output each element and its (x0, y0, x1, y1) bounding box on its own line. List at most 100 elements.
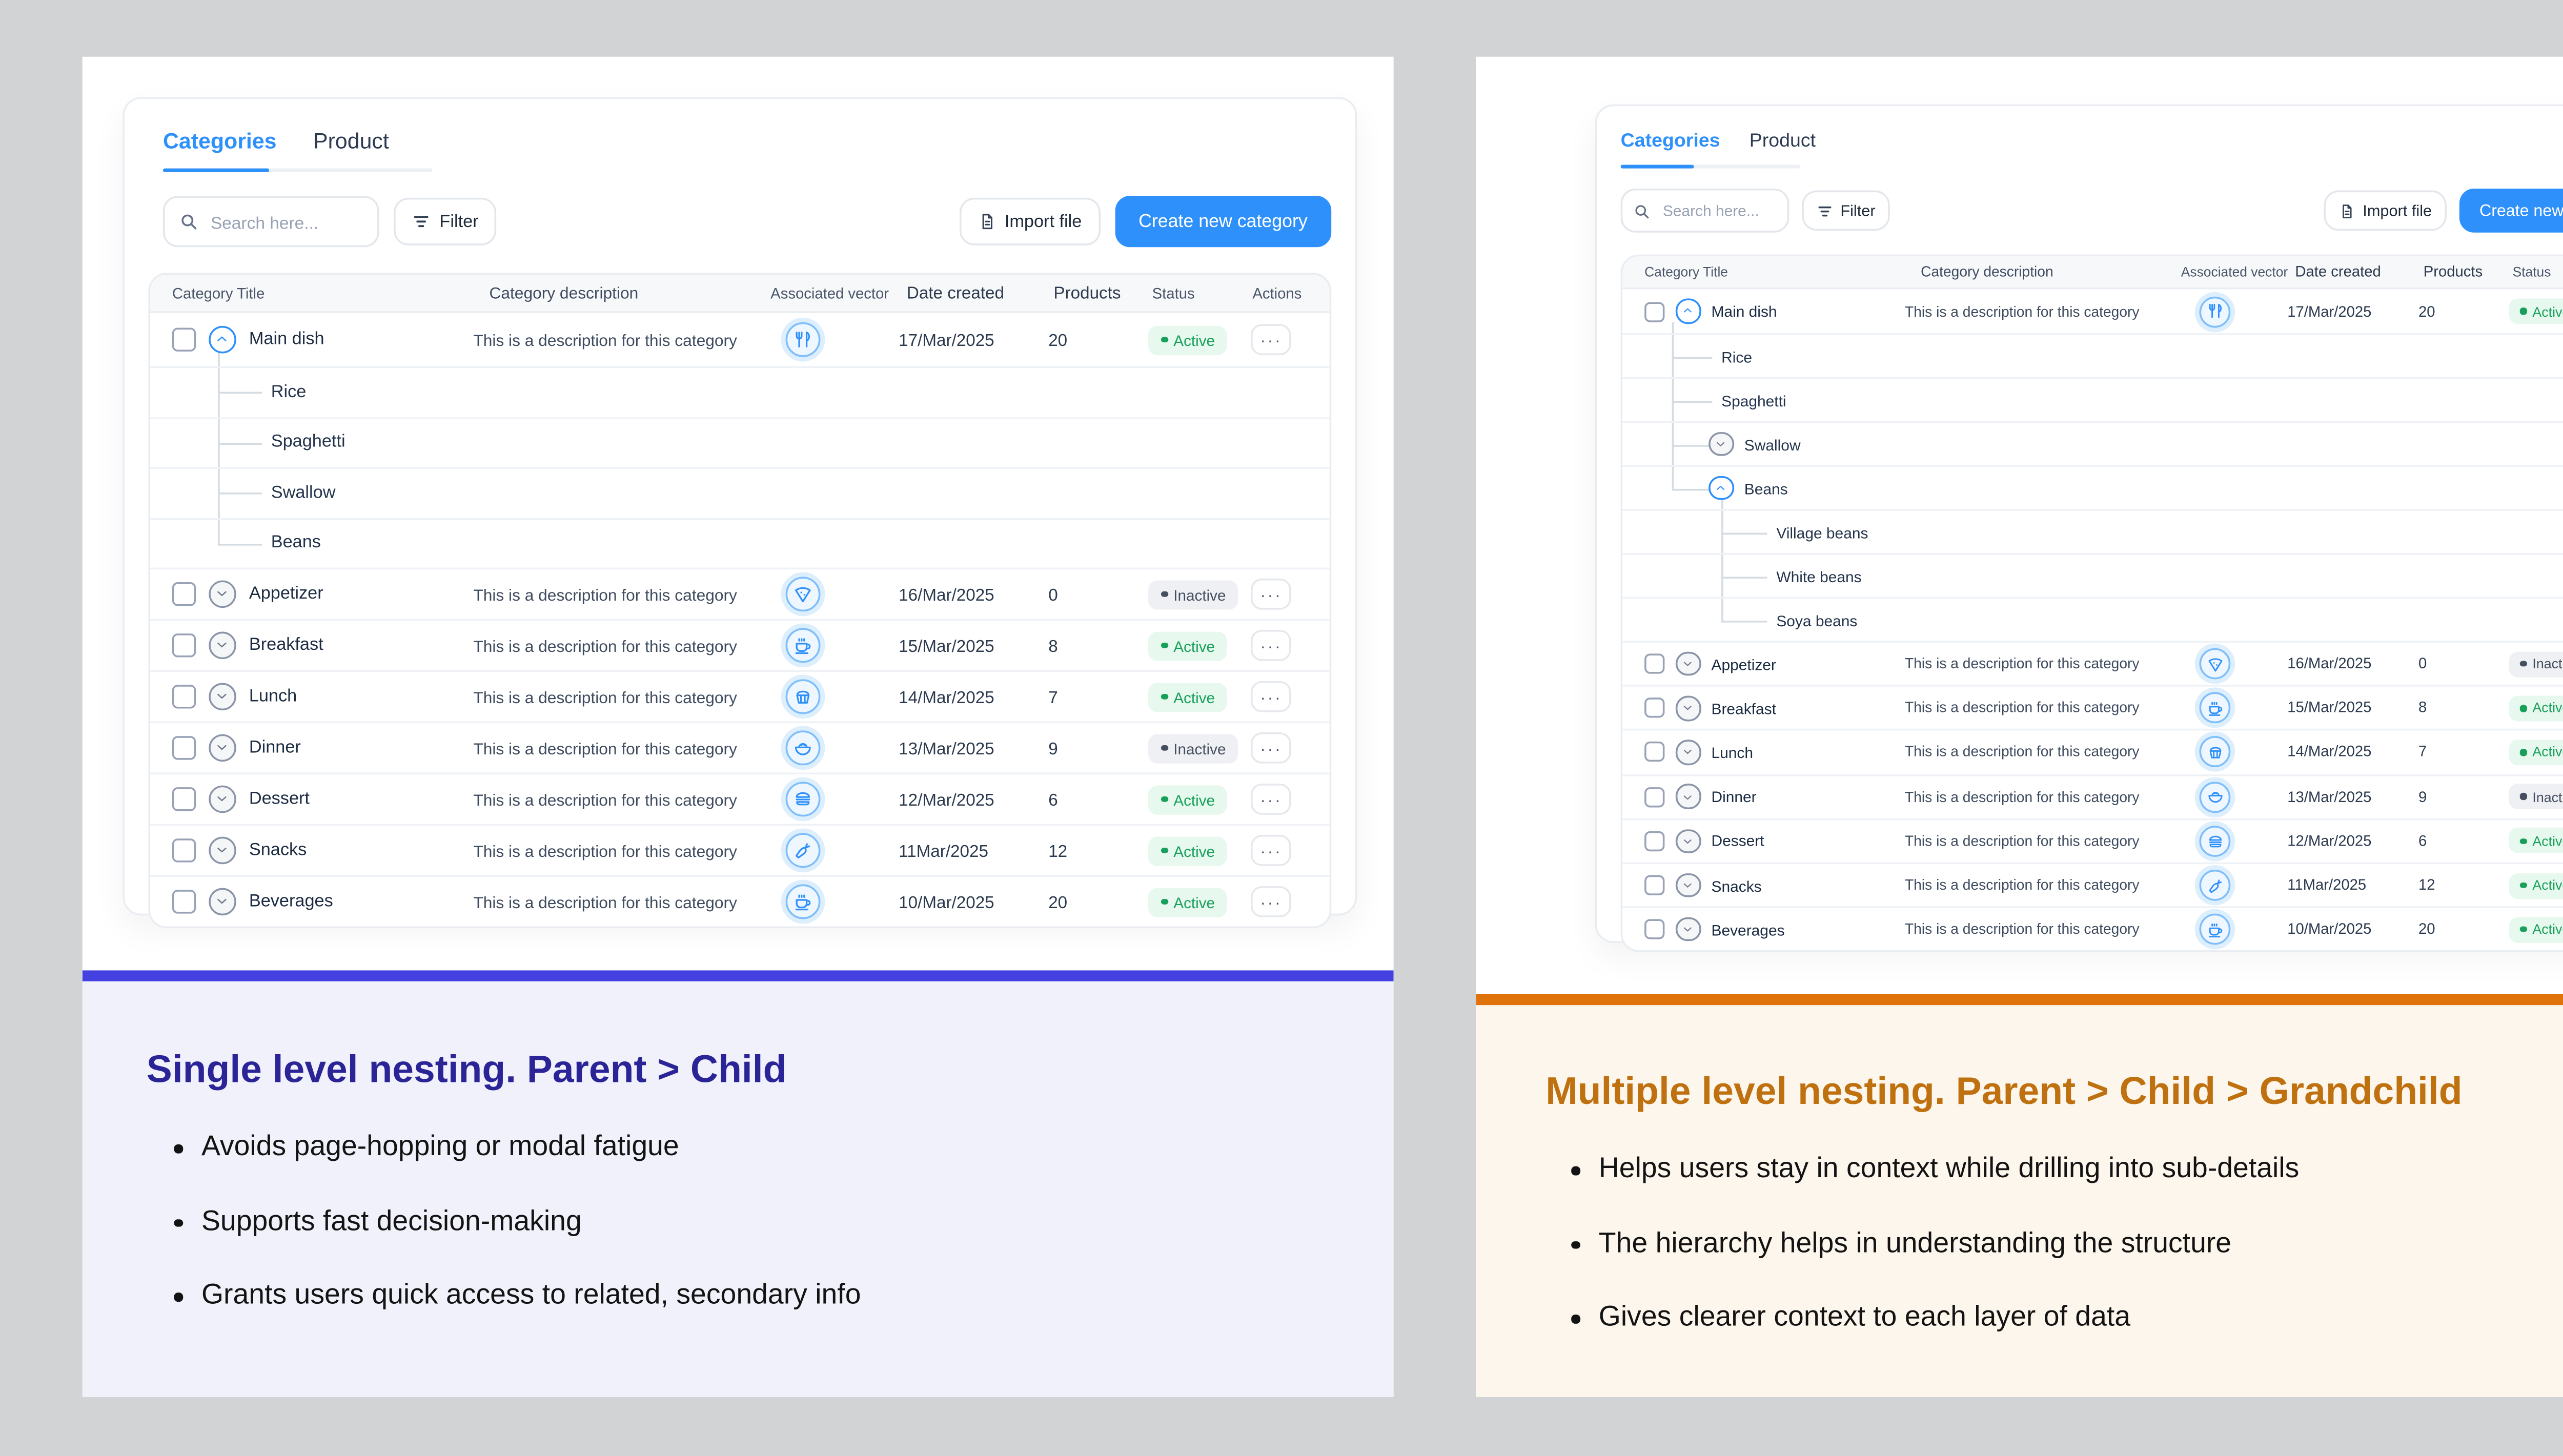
table-row[interactable]: Snacks This is a description for this cat… (150, 826, 1330, 877)
chevron-down-icon[interactable] (208, 836, 236, 865)
checkbox[interactable] (1644, 653, 1665, 674)
bowl-icon (2200, 781, 2231, 812)
table-row[interactable]: Appetizer This is a description for this … (150, 569, 1330, 621)
checkbox[interactable] (172, 633, 195, 657)
chevron-down-icon[interactable] (208, 887, 236, 916)
filter-button[interactable]: Filter (394, 197, 497, 245)
checkbox[interactable] (172, 685, 195, 708)
chevron-down-icon[interactable] (1675, 784, 1701, 809)
row-actions-button[interactable]: ··· (1251, 578, 1292, 610)
checkbox[interactable] (172, 890, 195, 913)
chevron-up-icon[interactable] (1675, 299, 1701, 324)
row-actions-cell (1251, 368, 1330, 417)
table-row[interactable]: Beans (150, 519, 1330, 570)
search-input[interactable] (1659, 199, 1777, 222)
chevron-down-icon[interactable] (1675, 917, 1701, 942)
checkbox[interactable] (1644, 301, 1665, 321)
table-row[interactable]: Dessert This is a description for this ca… (150, 774, 1330, 826)
row-title-cell: Main dish (150, 313, 473, 366)
checkbox[interactable] (1644, 875, 1665, 896)
status-dot (2520, 926, 2527, 933)
row-actions-cell: ··· (1251, 723, 1330, 772)
chevron-down-icon[interactable] (208, 631, 236, 660)
table-row[interactable]: Village beans (1622, 510, 2563, 555)
single-nesting-title: Single level nesting. Parent > Child (146, 1049, 787, 1092)
checkbox[interactable] (172, 328, 195, 352)
search-input[interactable] (207, 210, 363, 234)
checkbox[interactable] (1644, 831, 1665, 851)
table-row[interactable]: Rice (1622, 335, 2563, 379)
table-row[interactable]: Dinner This is a description for this cat… (150, 723, 1330, 775)
row-actions-button[interactable]: ··· (1251, 835, 1292, 866)
chevron-down-icon[interactable] (208, 580, 236, 608)
tab-categories[interactable]: Categories (162, 128, 277, 154)
table-row[interactable]: Breakfast This is a description for this … (1622, 687, 2563, 731)
status-badge: Active (1149, 887, 1228, 917)
table-row[interactable]: Swallow (1622, 423, 2563, 467)
table-row[interactable]: Dessert This is a description for this ca… (1622, 819, 2563, 864)
row-actions-button[interactable]: ··· (1251, 732, 1292, 764)
table-row[interactable]: Spaghetti (1622, 379, 2563, 423)
table-row[interactable]: Snacks This is a description for this cat… (1622, 864, 2563, 909)
table-row[interactable]: Main dish This is a description for this … (150, 313, 1330, 368)
checkbox[interactable] (172, 788, 195, 811)
table-row[interactable]: Lunch This is a description for this cate… (150, 672, 1330, 724)
chevron-down-icon[interactable] (1708, 432, 1734, 457)
tab-product[interactable]: Product (1749, 130, 1816, 152)
checkbox[interactable] (172, 839, 195, 862)
status-badge: Active (1149, 784, 1228, 814)
search-input-wrapper (1620, 188, 1789, 233)
row-date: 16/Mar/2025 (899, 585, 994, 604)
table-row[interactable]: Spaghetti (150, 418, 1330, 469)
chevron-down-icon[interactable] (1675, 695, 1701, 721)
checkbox[interactable] (1644, 786, 1665, 807)
table-row[interactable]: Beverages This is a description for this … (150, 877, 1330, 927)
chevron-down-icon[interactable] (1675, 873, 1701, 898)
col-date-created: Date created (2295, 263, 2381, 280)
chevron-down-icon[interactable] (208, 733, 236, 763)
table-row[interactable]: Beans (1622, 466, 2563, 511)
table-row[interactable]: Rice (150, 368, 1330, 419)
import-file-button[interactable]: Import file (959, 197, 1101, 245)
row-actions-button[interactable]: ··· (1251, 629, 1292, 661)
row-title: Swallow (271, 483, 336, 503)
table-row[interactable]: Main dish This is a description for this … (1622, 289, 2563, 335)
row-status-cell: Inactive (1149, 569, 1251, 619)
chevron-down-icon[interactable] (208, 682, 236, 711)
import-file-button[interactable]: Import file (2324, 190, 2447, 231)
checkbox[interactable] (1644, 742, 1665, 763)
checkbox[interactable] (1644, 919, 1665, 940)
chevron-down-icon[interactable] (1675, 740, 1701, 765)
filter-button[interactable]: Filter (1802, 190, 1890, 231)
table-row[interactable]: Dinner This is a description for this cat… (1622, 775, 2563, 820)
chevron-down-icon[interactable] (1675, 651, 1701, 676)
row-date (899, 519, 1048, 568)
tab-product[interactable]: Product (313, 128, 389, 154)
table-row[interactable]: Breakfast This is a description for this … (150, 621, 1330, 672)
table-row[interactable]: Beverages This is a description for this … (1622, 908, 2563, 951)
import-file-label: Import file (1004, 211, 1082, 232)
row-title-cell: Main dish (1622, 289, 1905, 334)
row-actions-button[interactable]: ··· (1251, 784, 1292, 815)
table-row[interactable]: Soya beans (1622, 599, 2563, 643)
table-row[interactable]: Lunch This is a description for this cate… (1622, 731, 2563, 776)
table-row[interactable]: Swallow (150, 468, 1330, 519)
create-new-category-button[interactable]: Create new category (2459, 188, 2563, 233)
row-description: This is a description for this category (473, 790, 737, 809)
chevron-down-icon[interactable] (208, 785, 236, 814)
row-title: Snacks (249, 840, 307, 861)
row-actions-button[interactable]: ··· (1251, 681, 1292, 712)
chevron-up-icon[interactable] (208, 325, 236, 354)
chevron-up-icon[interactable] (1708, 475, 1734, 501)
row-actions-button[interactable]: ··· (1251, 886, 1292, 917)
chevron-down-icon[interactable] (1675, 828, 1701, 854)
table-row[interactable]: White beans (1622, 555, 2563, 599)
row-title-cell: Lunch (150, 672, 473, 721)
checkbox[interactable] (172, 736, 195, 760)
create-new-category-button[interactable]: Create new category (1114, 196, 1332, 248)
tab-categories[interactable]: Categories (1620, 130, 1720, 152)
checkbox[interactable] (1644, 698, 1665, 719)
row-actions-button[interactable]: ··· (1251, 324, 1292, 356)
checkbox[interactable] (172, 582, 195, 606)
table-row[interactable]: Appetizer This is a description for this … (1622, 642, 2563, 687)
